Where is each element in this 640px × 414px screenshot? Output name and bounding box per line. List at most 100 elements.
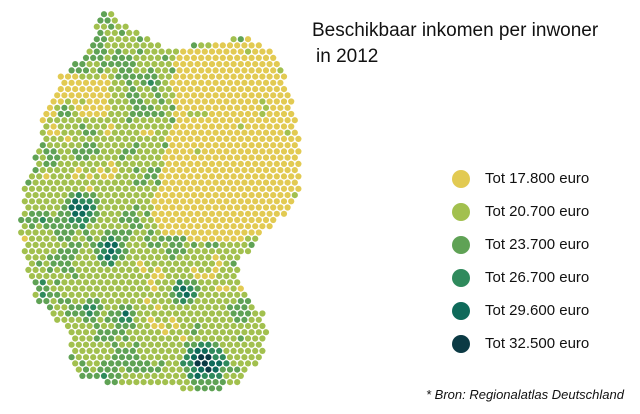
- map-dot: [169, 142, 176, 149]
- map-dot: [39, 154, 46, 161]
- map-dot: [176, 316, 183, 323]
- map-dot: [262, 142, 270, 149]
- map-dot: [79, 310, 86, 317]
- map-dot: [151, 48, 158, 55]
- map-dot: [280, 86, 288, 93]
- map-dot: [169, 341, 176, 348]
- map-dot: [97, 104, 104, 111]
- map-dot: [172, 210, 180, 217]
- map-dot: [72, 110, 79, 118]
- map-dot: [212, 291, 219, 298]
- map-dot: [205, 279, 212, 286]
- map-dot: [93, 372, 100, 379]
- map-dot: [54, 304, 61, 311]
- map-dot: [140, 304, 147, 311]
- map-dot: [165, 160, 172, 167]
- map-dot: [90, 229, 97, 236]
- map-dot: [54, 154, 61, 161]
- map-dot: [223, 235, 230, 242]
- map-dot: [126, 92, 133, 99]
- map-dot: [198, 366, 205, 373]
- map-dot: [212, 329, 219, 336]
- map-dot: [277, 142, 284, 149]
- map-dot: [93, 360, 100, 367]
- map-dot: [201, 273, 208, 280]
- map-dot: [288, 173, 295, 180]
- map-dot: [255, 316, 262, 323]
- map-dot: [50, 235, 57, 242]
- map-dot: [270, 179, 277, 186]
- map-dot: [198, 117, 205, 124]
- map-dot: [244, 360, 252, 367]
- map-dot: [237, 248, 244, 255]
- map-dot: [165, 48, 172, 55]
- map-dot: [255, 42, 262, 49]
- map-dot: [72, 135, 79, 142]
- map-dot: [172, 110, 180, 118]
- map-dot: [147, 229, 154, 236]
- map-dot: [172, 285, 180, 292]
- map-dot: [36, 148, 43, 155]
- map-dot: [122, 223, 129, 230]
- map-dot: [244, 198, 252, 205]
- map-dot: [205, 341, 212, 348]
- map-dot: [234, 279, 241, 286]
- map-dot: [180, 110, 187, 118]
- map-dot: [280, 210, 288, 217]
- map-dot: [252, 198, 259, 205]
- map-dot: [64, 235, 72, 242]
- map-dot: [147, 117, 154, 124]
- map-dot: [234, 154, 241, 161]
- map-dot: [97, 54, 104, 62]
- map-dot: [122, 86, 129, 93]
- map-dot: [205, 117, 212, 124]
- map-dot: [75, 266, 82, 273]
- map-dot: [28, 273, 36, 280]
- map-dot: [208, 173, 216, 180]
- map-dot: [223, 98, 230, 105]
- map-dot: [43, 260, 50, 267]
- map-dot: [108, 23, 115, 30]
- map-dot: [68, 167, 75, 174]
- map-dot: [291, 192, 298, 199]
- map-dot: [172, 335, 180, 342]
- map-dot: [252, 310, 259, 317]
- map-dot: [86, 61, 93, 68]
- map-dot: [136, 198, 144, 205]
- map-dot: [194, 385, 201, 392]
- map-dot: [252, 210, 259, 217]
- map-dot: [154, 379, 162, 386]
- map-dot: [46, 142, 54, 149]
- map-dot: [180, 160, 187, 167]
- map-dot: [212, 192, 219, 199]
- map-dot: [93, 298, 100, 305]
- map-dot: [169, 79, 176, 86]
- map-dot: [75, 154, 82, 161]
- map-dot: [64, 73, 72, 80]
- map-dot: [162, 266, 169, 273]
- map-dot: [151, 223, 158, 230]
- map-dot: [75, 92, 82, 99]
- map-dot: [162, 254, 169, 261]
- map-dot: [111, 104, 118, 111]
- map-dot: [208, 61, 216, 68]
- map-dot: [111, 316, 118, 323]
- map-dot: [169, 167, 176, 174]
- map-dot: [212, 266, 219, 273]
- map-dot: [244, 335, 252, 342]
- map-dot: [244, 322, 252, 330]
- map-dot: [154, 142, 162, 149]
- map-dot: [136, 123, 144, 130]
- map-dot: [280, 98, 288, 105]
- map-dot: [147, 366, 154, 373]
- map-dot: [180, 198, 187, 205]
- map-dot: [187, 285, 194, 292]
- map-dot: [39, 167, 46, 174]
- map-dot: [255, 142, 262, 149]
- map-dot: [64, 322, 72, 330]
- map-dot: [244, 135, 252, 142]
- map-dot: [122, 198, 129, 205]
- map-dot: [219, 316, 226, 323]
- map-dot: [108, 135, 115, 142]
- map-dot: [82, 279, 90, 286]
